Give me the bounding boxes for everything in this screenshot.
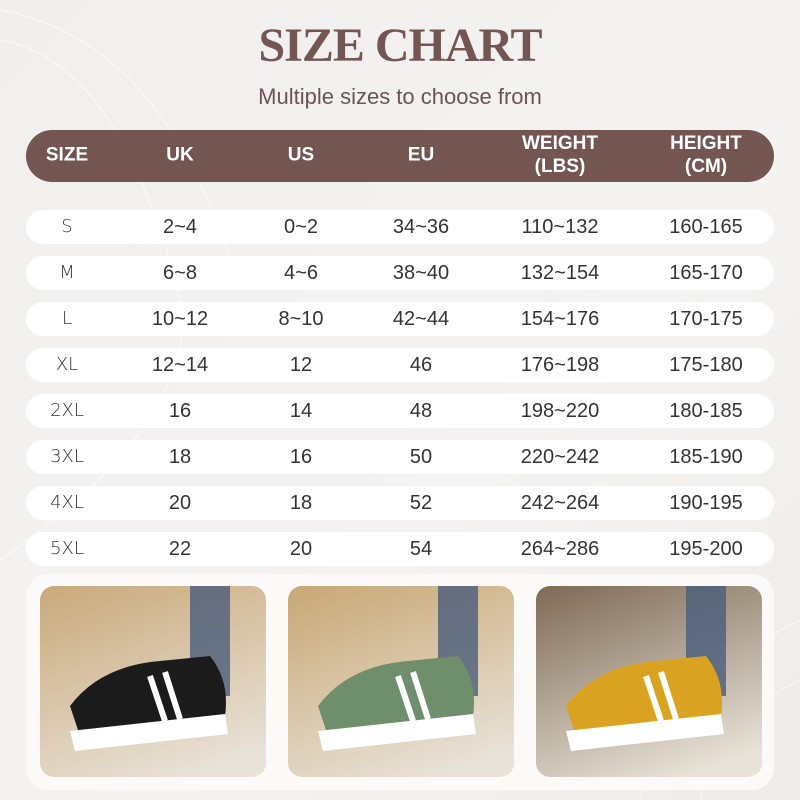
cell-us: 18	[289, 492, 313, 514]
cell-eu: 52	[409, 492, 433, 514]
cell-size: M	[59, 262, 75, 284]
cell-height: 195-200	[669, 538, 743, 560]
cell-weight: 154~176	[520, 308, 600, 330]
table-row: 2XL 16 14 48 198~220 180-185	[26, 394, 774, 428]
sneaker-illustration	[70, 586, 230, 751]
cell-weight: 198~220	[520, 400, 600, 422]
header-size: SIZE	[45, 144, 89, 166]
header-weight-line2: (LBS)	[534, 156, 586, 177]
cell-size: 3XL	[50, 446, 84, 468]
yellow-sneakers-photo	[536, 586, 762, 777]
black-sneakers-photo	[40, 586, 266, 777]
header-weight: WEIGHT (LBS)	[522, 133, 598, 179]
cell-us: 4~6	[284, 262, 318, 284]
cell-uk: 16	[168, 400, 192, 422]
cell-us: 0~2	[284, 216, 318, 238]
header-weight-line1: WEIGHT	[522, 133, 598, 155]
green-sneakers-photo	[288, 586, 514, 777]
cell-uk: 6~8	[163, 262, 197, 284]
cell-weight: 220~242	[520, 446, 600, 468]
cell-uk: 22	[168, 538, 192, 560]
cell-eu: 50	[409, 446, 433, 468]
cell-height: 190-195	[669, 492, 743, 514]
cell-weight: 242~264	[520, 492, 600, 514]
table-row: XL 12~14 12 46 176~198 175-180	[26, 348, 774, 382]
sneaker-illustration	[566, 586, 726, 751]
cell-uk: 18	[168, 446, 192, 468]
cell-us: 8~10	[278, 308, 324, 330]
cell-eu: 54	[409, 538, 433, 560]
cell-size: S	[61, 216, 73, 238]
cell-weight: 110~132	[521, 216, 599, 238]
header-uk: UK	[166, 144, 194, 166]
size-table-header: SIZE UK US EU WEIGHT (LBS) HEIGHT (CM)	[26, 130, 774, 182]
cell-weight: 176~198	[520, 354, 600, 376]
table-row: 3XL 18 16 50 220~242 185-190	[26, 440, 774, 474]
table-row: L 10~12 8~10 42~44 154~176 170-175	[26, 302, 774, 336]
cell-us: 20	[289, 538, 313, 560]
cell-us: 12	[289, 354, 313, 376]
cell-size: 2XL	[50, 400, 84, 422]
table-row: 5XL 22 20 54 264~286 195-200	[26, 532, 774, 566]
cell-uk: 20	[168, 492, 192, 514]
header-height-line2: (CM)	[684, 156, 728, 177]
cell-uk: 12~14	[151, 354, 209, 376]
cell-eu: 38~40	[392, 262, 450, 284]
cell-weight: 132~154	[520, 262, 600, 284]
cell-us: 16	[289, 446, 313, 468]
cell-size: L	[61, 308, 73, 330]
cell-height: 175-180	[669, 354, 743, 376]
table-row: 4XL 20 18 52 242~264 190-195	[26, 486, 774, 520]
cell-size: 5XL	[50, 538, 84, 560]
cell-eu: 46	[409, 354, 433, 376]
cell-eu: 42~44	[392, 308, 450, 330]
sneaker-illustration	[318, 586, 478, 751]
table-row: M 6~8 4~6 38~40 132~154 165-170	[26, 256, 774, 290]
page-subtitle: Multiple sizes to choose from	[258, 84, 542, 109]
cell-height: 165-170	[669, 262, 743, 284]
header-eu: EU	[407, 144, 435, 166]
cell-height: 170-175	[669, 308, 743, 330]
page-title: SIZE CHART	[258, 19, 542, 72]
header-us: US	[287, 144, 315, 166]
header-height-line1: HEIGHT	[670, 133, 742, 155]
header-height: HEIGHT (CM)	[670, 133, 742, 179]
cell-size: XL	[55, 354, 79, 376]
cell-height: 180-185	[669, 400, 743, 422]
cell-eu: 34~36	[392, 216, 450, 238]
cell-uk: 10~12	[151, 308, 209, 330]
cell-size: 4XL	[50, 492, 84, 514]
table-row: S 2~4 0~2 34~36 110~132 160-165	[26, 210, 774, 244]
cell-uk: 2~4	[163, 216, 197, 238]
cell-height: 185-190	[669, 446, 743, 468]
cell-eu: 48	[409, 400, 433, 422]
cell-us: 14	[289, 400, 313, 422]
cell-height: 160-165	[669, 216, 743, 238]
cell-weight: 264~286	[520, 538, 600, 560]
